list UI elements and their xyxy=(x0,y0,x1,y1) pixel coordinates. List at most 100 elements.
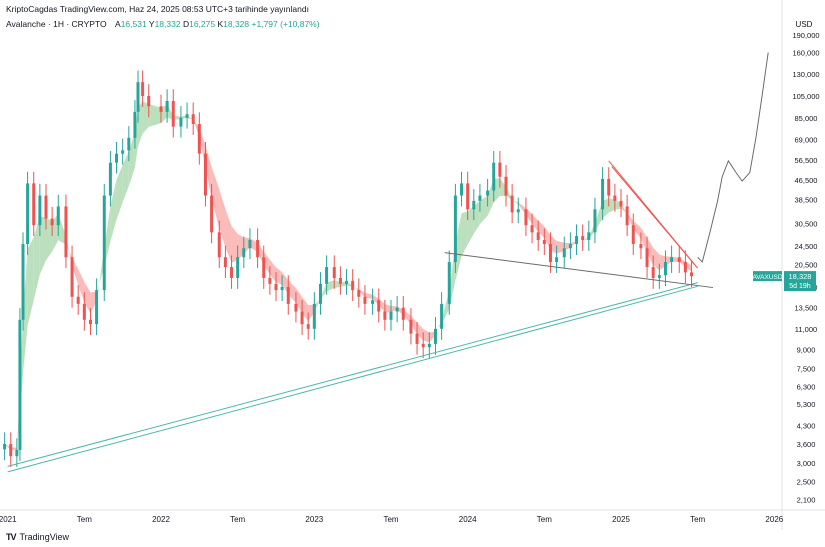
cloud-segment xyxy=(608,198,615,213)
y-tick-label: 6,300 xyxy=(797,382,816,391)
candle-body xyxy=(568,244,572,249)
cloud-segment xyxy=(653,247,660,271)
candle-body xyxy=(179,117,183,127)
cloud-segment xyxy=(640,227,648,253)
candle-body xyxy=(530,225,534,233)
cloud-segment xyxy=(46,217,53,261)
candle-body xyxy=(613,195,617,201)
candle-body xyxy=(504,176,508,196)
candle-body xyxy=(690,272,694,277)
cloud-segment xyxy=(647,237,654,266)
x-tick-label: 2021 xyxy=(0,515,17,524)
cloud-segment xyxy=(237,233,244,261)
x-tick-label: 2022 xyxy=(152,515,170,524)
candle-body xyxy=(171,100,175,127)
cloud-segment xyxy=(187,115,194,120)
cloud-segment xyxy=(288,280,296,303)
candle-body xyxy=(76,296,80,304)
y-tick-label: 13,500 xyxy=(795,304,818,313)
cloud-segment xyxy=(219,189,226,248)
x-tick-label: 2023 xyxy=(305,515,323,524)
published-line: KriptoCagdas TradingView.com, Haz 24, 20… xyxy=(6,4,309,14)
candle-body xyxy=(619,200,623,207)
cloud-segment xyxy=(506,186,513,201)
cloud-segment xyxy=(295,287,303,314)
candle-body xyxy=(108,162,112,196)
cloud-segment xyxy=(665,256,672,267)
cloud-segment xyxy=(352,285,359,292)
cloud-segment xyxy=(39,216,46,275)
candle-body xyxy=(415,333,419,344)
y-tick-label: 38,500 xyxy=(795,195,818,204)
cloud-segment xyxy=(391,305,398,313)
cloud-segment xyxy=(263,251,270,275)
candle-body xyxy=(248,240,252,249)
cloud-segment xyxy=(594,200,603,232)
candle-body xyxy=(357,290,361,297)
candle-body xyxy=(651,267,655,278)
cloud-segment xyxy=(556,240,565,254)
candle-body xyxy=(70,257,74,297)
candle-body xyxy=(332,267,336,278)
cloud-segment xyxy=(257,242,264,266)
cloud-segment xyxy=(314,298,321,313)
y-tick-label: 5,300 xyxy=(797,400,816,409)
candle-body xyxy=(395,307,399,312)
candle-body xyxy=(191,114,195,125)
cloud-segment xyxy=(621,202,628,215)
cloud-segment xyxy=(544,226,551,250)
candle-body xyxy=(64,206,68,258)
candle-body xyxy=(32,183,36,226)
cloud-segment xyxy=(193,119,200,137)
candle-body xyxy=(377,300,381,312)
candle-body xyxy=(587,232,591,241)
cloud-segment xyxy=(134,106,138,168)
cloud-segment xyxy=(65,235,73,267)
candle-body xyxy=(581,236,585,241)
y-tick-label: 56,500 xyxy=(795,156,818,165)
candle-body xyxy=(136,82,140,112)
candle-body xyxy=(670,257,674,263)
current-price-label xyxy=(784,271,816,292)
open-value: 16,531 xyxy=(120,19,147,29)
candle-body xyxy=(453,195,457,263)
candle-body xyxy=(389,311,393,320)
cloud-segment xyxy=(282,272,289,295)
y-tick-label: 3,600 xyxy=(797,440,816,449)
cloud-segment xyxy=(4,444,11,451)
candle-body xyxy=(294,303,298,312)
cloud-segment xyxy=(58,213,66,245)
y-tick-label: 4,300 xyxy=(797,422,816,431)
candle-body xyxy=(95,290,99,325)
candle-body xyxy=(21,244,25,320)
candle-body xyxy=(38,195,42,226)
cloud-segment xyxy=(679,257,686,268)
x-tick-label: Tem xyxy=(537,515,552,524)
cloud-segment xyxy=(346,281,353,287)
y-tick-label: 24,500 xyxy=(795,242,818,251)
candle-body xyxy=(280,286,284,291)
candle-body xyxy=(325,267,329,284)
symbol-name[interactable]: Avalanche · 1H · CRYPTO xyxy=(6,19,107,29)
cloud-segment xyxy=(410,315,418,335)
candle-body xyxy=(498,162,502,177)
low-value: 16,275 xyxy=(189,19,216,29)
y-tick-label: 11,000 xyxy=(795,325,817,334)
cloud-segment xyxy=(167,104,174,120)
candle-body xyxy=(274,283,278,291)
candle-body xyxy=(338,277,342,284)
cloud-segment xyxy=(627,212,634,230)
candle-body xyxy=(3,444,7,450)
cloud-segment xyxy=(378,298,385,313)
y-tick-label: 9,000 xyxy=(797,345,816,354)
support-trendline-2 xyxy=(7,285,698,473)
x-tick-label: Tem xyxy=(230,515,245,524)
tradingview-logo-icon: TV xyxy=(6,532,16,542)
cloud-segment xyxy=(148,103,161,127)
candle-body xyxy=(286,286,290,304)
cloud-segment xyxy=(225,208,232,263)
cloud-segment xyxy=(435,319,442,336)
candle-body xyxy=(197,124,201,154)
cloud-segment xyxy=(122,151,129,203)
